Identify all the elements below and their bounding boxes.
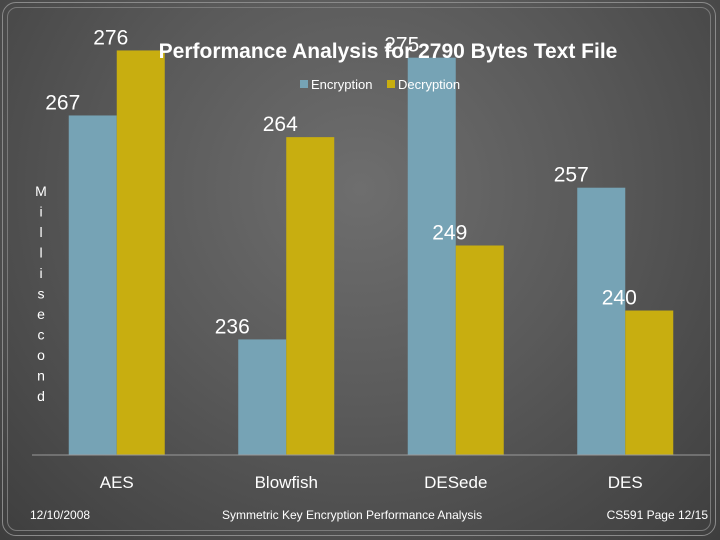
y-axis-label-char: l (39, 224, 42, 240)
legend-swatch-decryption (387, 80, 395, 88)
data-label-aes-encryption: 267 (45, 91, 80, 114)
chart-title: Performance Analysis for 2790 Bytes Text… (159, 40, 618, 63)
category-label-desede: DESede (424, 473, 487, 492)
y-axis-label-char: n (37, 368, 45, 384)
legend: Encryption Decryption (300, 77, 460, 92)
data-label-des-decryption: 240 (602, 287, 637, 310)
bars-group (68, 50, 674, 456)
data-label-aes-decryption: 276 (93, 26, 128, 49)
bar-des-encryption (577, 187, 626, 455)
data-label-desede-decryption: 249 (432, 222, 467, 245)
category-label-blowfish: Blowfish (255, 473, 318, 492)
bar-aes-encryption (68, 115, 117, 455)
data-label-blowfish-decryption: 264 (263, 113, 298, 136)
y-axis-label-char: c (38, 327, 45, 343)
y-axis-label-char: e (37, 306, 45, 322)
category-labels: AES Blowfish DESede DES (100, 473, 643, 492)
y-axis-label-char: s (38, 286, 45, 302)
bar-aes-decryption (116, 50, 165, 456)
y-axis-label-char: i (39, 265, 42, 281)
bar-blowfish-encryption (238, 339, 287, 455)
footer-page-number: CS591 Page 12/15 (606, 508, 708, 522)
footer-date: 12/10/2008 (30, 508, 91, 522)
data-label-des-encryption: 257 (554, 164, 589, 187)
data-label-blowfish-encryption: 236 (215, 315, 250, 338)
bar-desede-decryption (455, 245, 504, 455)
legend-label-encryption: Encryption (311, 77, 372, 92)
footer-center-text: Symmetric Key Encryption Performance Ana… (222, 508, 483, 522)
legend-swatch-encryption (300, 80, 308, 88)
y-axis-label-char: i (39, 204, 42, 220)
data-labels: 267 276 236 264 275 249 257 240 (45, 26, 637, 338)
category-label-aes: AES (100, 473, 134, 492)
y-axis-label-char: d (37, 388, 45, 404)
bar-des-decryption (625, 310, 674, 455)
legend-label-decryption: Decryption (398, 77, 460, 92)
category-label-des: DES (608, 473, 643, 492)
y-axis-label-char: l (39, 245, 42, 261)
data-label-desede-encryption: 275 (384, 34, 419, 57)
y-axis-label-char: M (35, 183, 47, 199)
bar-desede-encryption (407, 57, 456, 455)
bar-blowfish-decryption (286, 137, 335, 455)
y-axis-label-char: o (37, 347, 45, 363)
